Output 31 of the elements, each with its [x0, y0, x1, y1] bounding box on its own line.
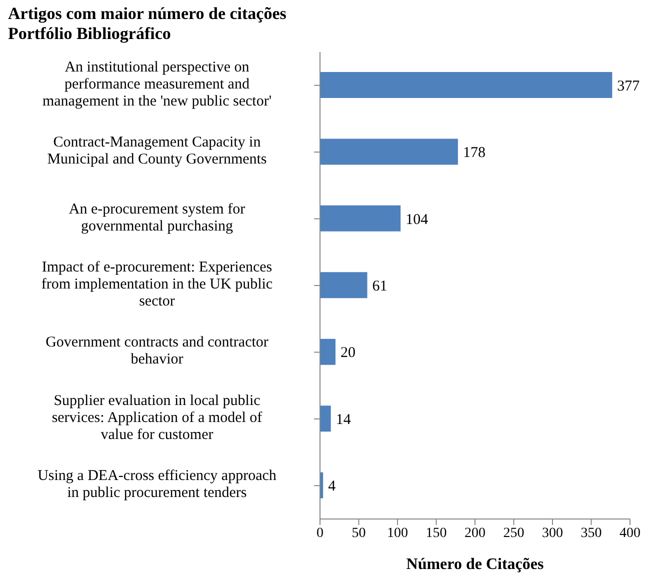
- data-label: 61: [372, 278, 388, 294]
- y-tick-label: An institutional perspective on performance measurement and management in the 'new public sector': [42, 60, 272, 110]
- bar: [320, 338, 336, 365]
- y-tick-label: Contract-Management Capacity in Municipal and County Governments: [47, 135, 267, 168]
- y-tick-label: Using a DEA-cross efficiency approach in public procurement tenders: [38, 468, 277, 502]
- x-tick-label: 400: [620, 526, 640, 541]
- x-tick-label: 50: [352, 526, 366, 541]
- data-label: 14: [336, 412, 352, 428]
- x-tick-label: 250: [503, 526, 524, 541]
- x-tick-label: 200: [464, 526, 486, 541]
- bar: [320, 138, 458, 165]
- bar: [320, 205, 401, 232]
- x-tick-label: 150: [426, 526, 447, 541]
- y-tick-label: Impact of e-procurement: Experiences from implementation in the UK public sector: [41, 260, 273, 310]
- bar: [320, 72, 612, 98]
- y-tick-label: Government contracts and contractor behavior: [46, 335, 268, 368]
- bar: [320, 272, 368, 298]
- x-tick-label: 100: [387, 526, 408, 541]
- data-label: 178: [462, 145, 486, 162]
- y-tick-label: Supplier evaluation in local public services: Application of a model of value for customer: [52, 393, 262, 444]
- bar: [320, 406, 331, 432]
- text: Artigos com maior número de citações Portfólio Bibliográfico: [7, 3, 288, 44]
- x-axis-title: Número de Citações: [406, 556, 544, 573]
- data-label: 377: [617, 78, 640, 94]
- y-tick-label: An e-procurement system for governmental purchasing: [68, 202, 246, 235]
- x-tick-label: 300: [542, 526, 563, 541]
- x-tick-label: 350: [580, 526, 602, 541]
- x-tick-label: 0: [316, 526, 324, 541]
- data-label: 104: [406, 212, 429, 228]
- data-label: 4: [328, 478, 336, 495]
- data-label: 20: [340, 345, 356, 362]
